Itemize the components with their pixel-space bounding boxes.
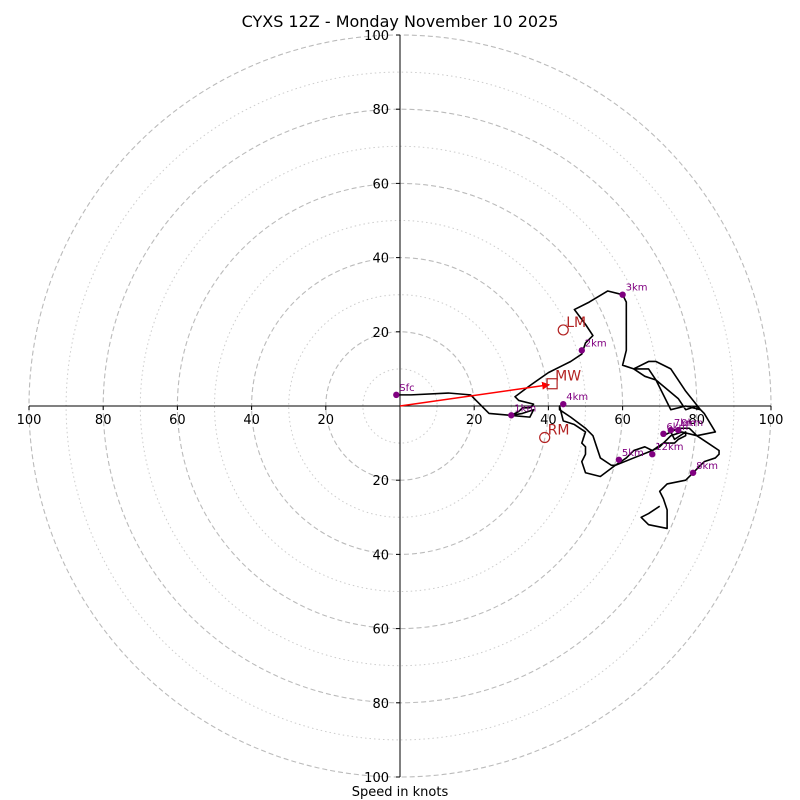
y-tick-label: 80: [372, 103, 389, 118]
x-tick-label: 100: [17, 413, 42, 428]
height-marker-dot: [578, 347, 585, 354]
right-mover-label: RM: [548, 423, 570, 439]
y-tick-label: 60: [372, 623, 389, 638]
height-marker-dot: [615, 456, 623, 463]
hodograph-line: [396, 290, 720, 530]
tick-labels: 100 100 80 80 60 60 40 40 20 20 20 20 40 40 60 60 80 80 10…: [17, 29, 784, 786]
height-marker-dot: [660, 430, 667, 438]
y-tick-label: 100: [364, 771, 389, 786]
left-mover-label: LM: [566, 315, 586, 331]
x-tick-label: 80: [95, 413, 112, 428]
y-tick-label: 20: [372, 326, 389, 341]
y-tick-label: 100: [364, 29, 389, 44]
y-tick-label: 40: [372, 548, 389, 563]
height-marker-label: 4km: [566, 392, 588, 403]
y-tick-label: 60: [372, 177, 389, 192]
y-tick-label: 80: [372, 697, 389, 712]
x-axis-label: Speed in knots: [352, 785, 449, 800]
right-mover-marker: [539, 431, 551, 444]
height-marker-dot: [560, 400, 567, 408]
height-marker-label: 9km: [681, 418, 703, 429]
height-marker-label: 7km: [674, 418, 696, 429]
height-marker-label: 1km: [514, 403, 536, 414]
height-marker-label: 3km: [626, 283, 648, 294]
x-tick-label: 60: [169, 413, 186, 428]
mean-wind-arrow: [399, 381, 551, 407]
left-mover-marker: [557, 324, 569, 336]
height-marker-label: 8km: [696, 461, 718, 472]
x-tick-label: 80: [689, 413, 706, 428]
height-marker-label: 2km: [585, 338, 607, 349]
mean-wind-marker: [546, 378, 558, 390]
height-marker-dot: [689, 469, 697, 476]
x-tick-label: 60: [614, 413, 631, 428]
chart-title: CYXS 12Z - Monday November 10 2025: [242, 12, 559, 31]
height-marker-label: Sfc: [399, 383, 414, 394]
height-marker-dot: [649, 451, 656, 458]
height-markers: Sfc1km2km3km4km5km6km7km8km9km12km: [393, 283, 718, 476]
x-tick-label: 20: [318, 413, 335, 428]
storm-motion: MW LM RM: [399, 315, 586, 444]
height-marker-dot: [619, 291, 626, 298]
height-marker-label: 5km: [622, 448, 644, 459]
x-tick-label: 100: [759, 413, 784, 428]
height-marker-dot: [675, 426, 682, 434]
x-tick-label: 40: [540, 413, 557, 428]
mean-wind-label: MW: [555, 369, 581, 385]
x-tick-label: 20: [466, 413, 483, 428]
hodograph-trace: [396, 290, 720, 530]
height-marker-dot: [508, 412, 515, 419]
y-tick-label: 20: [372, 474, 389, 489]
x-tick-label: 40: [243, 413, 260, 428]
height-marker-dot: [393, 391, 400, 399]
height-marker-label: 12km: [655, 442, 683, 453]
y-tick-label: 40: [372, 252, 389, 267]
height-marker-dot: [667, 426, 675, 434]
